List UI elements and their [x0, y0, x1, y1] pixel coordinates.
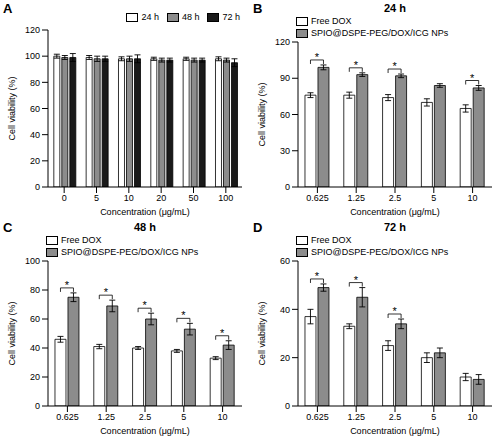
svg-text:50: 50: [188, 193, 198, 203]
svg-text:0: 0: [285, 401, 290, 411]
svg-text:5: 5: [431, 193, 436, 203]
svg-text:20: 20: [30, 372, 40, 382]
html-text:Free DOX: Free DOX: [311, 235, 352, 245]
svg-text:Concentration (μg/mL): Concentration (μg/mL): [100, 207, 190, 217]
svg-text:40: 40: [30, 130, 40, 140]
svg-text:60: 60: [30, 104, 40, 114]
svg-text:100: 100: [218, 193, 233, 203]
html-text:A: A: [3, 1, 13, 16]
svg-text:*: *: [354, 274, 359, 286]
html-text:72 h: 72 h: [222, 12, 240, 22]
svg-text:Cell viability (%): Cell viability (%): [8, 301, 17, 365]
svg-text:20: 20: [280, 353, 290, 363]
html-text:SPIO@DSPE-PEG/DOX/ICG NPs: SPIO@DSPE-PEG/DOX/ICG NPs: [61, 247, 199, 257]
html-text:Free DOX: Free DOX: [61, 235, 102, 245]
svg-text:*: *: [470, 72, 475, 84]
svg-text:2.5: 2.5: [139, 412, 152, 422]
html-text:24 h: 24 h: [141, 12, 159, 22]
svg-text:5: 5: [94, 193, 99, 203]
svg-text:120: 120: [25, 25, 40, 35]
svg-text:2.5: 2.5: [389, 412, 402, 422]
svg-text:20: 20: [30, 156, 40, 166]
svg-text:30: 30: [280, 146, 290, 156]
html-text:48 h: 48 h: [134, 221, 156, 233]
svg-text:Concentration (μg/mL): Concentration (μg/mL): [100, 426, 190, 436]
html-text:72 h: 72 h: [384, 221, 406, 233]
html-text:D: D: [253, 220, 263, 235]
svg-text:60: 60: [280, 110, 290, 120]
svg-text:1.25: 1.25: [347, 412, 365, 422]
svg-text:0: 0: [62, 193, 67, 203]
svg-text:5: 5: [431, 412, 436, 422]
svg-text:60: 60: [30, 314, 40, 324]
svg-text:80: 80: [30, 78, 40, 88]
svg-text:*: *: [142, 299, 147, 311]
svg-text:20: 20: [156, 193, 166, 203]
html-text:48 h: 48 h: [181, 12, 200, 22]
svg-text:90: 90: [280, 73, 290, 83]
svg-text:*: *: [220, 327, 225, 339]
svg-text:0: 0: [35, 401, 40, 411]
svg-text:2.5: 2.5: [389, 193, 402, 203]
svg-text:1.25: 1.25: [97, 412, 115, 422]
svg-text:*: *: [392, 60, 397, 72]
svg-text:0.625: 0.625: [56, 412, 79, 422]
svg-text:Concentration (μg/mL): Concentration (μg/mL): [350, 426, 440, 436]
svg-text:*: *: [354, 59, 359, 71]
html-text:C: C: [3, 220, 13, 235]
svg-text:*: *: [392, 305, 397, 317]
svg-text:40: 40: [30, 343, 40, 353]
svg-text:10: 10: [218, 412, 228, 422]
svg-text:*: *: [315, 270, 320, 282]
svg-text:80: 80: [30, 285, 40, 295]
html-text:Free DOX: Free DOX: [311, 16, 352, 26]
svg-text:5: 5: [181, 412, 186, 422]
svg-text:100: 100: [25, 51, 40, 61]
svg-text:0.625: 0.625: [306, 193, 329, 203]
svg-text:120: 120: [275, 37, 290, 47]
html-text:B: B: [253, 1, 263, 16]
html-text:SPIO@DSPE-PEG/DOX/ICG NPs: SPIO@DSPE-PEG/DOX/ICG NPs: [311, 28, 449, 38]
svg-text:10: 10: [124, 193, 134, 203]
svg-text:Cell viability (%): Cell viability (%): [257, 301, 267, 365]
html-text:SPIO@DSPE-PEG/DOX/ICG NPs: SPIO@DSPE-PEG/DOX/ICG NPs: [311, 247, 449, 257]
svg-text:*: *: [315, 51, 320, 63]
svg-text:Concentration (μg/mL): Concentration (μg/mL): [350, 207, 440, 217]
svg-text:*: *: [181, 309, 186, 321]
svg-text:*: *: [104, 286, 109, 298]
svg-text:100: 100: [25, 256, 40, 266]
svg-text:40: 40: [280, 305, 290, 315]
svg-text:0: 0: [35, 182, 40, 192]
svg-text:0.625: 0.625: [306, 412, 329, 422]
svg-text:60: 60: [280, 256, 290, 266]
svg-text:0: 0: [285, 182, 290, 192]
svg-text:Cell viability (%): Cell viability (%): [8, 76, 17, 140]
html-text:24 h: 24 h: [384, 2, 406, 14]
svg-text:Cell viability (%): Cell viability (%): [257, 82, 267, 146]
svg-text:10: 10: [468, 412, 478, 422]
svg-text:10: 10: [468, 193, 478, 203]
svg-text:1.25: 1.25: [347, 193, 365, 203]
svg-text:*: *: [65, 279, 70, 291]
